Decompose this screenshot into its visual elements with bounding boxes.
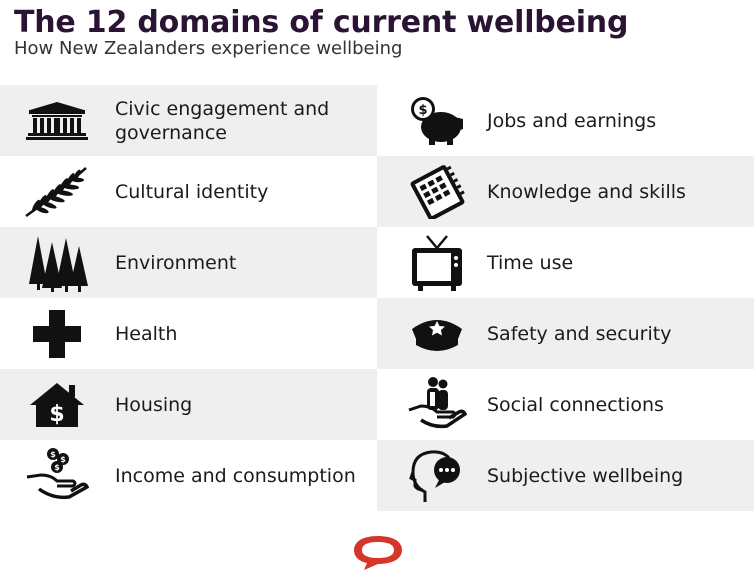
coins-in-hand-icon: $ $ $ xyxy=(22,446,92,506)
domain-row: Civic engagement and governance $ Jobs a… xyxy=(0,85,754,156)
page-title: The 12 domains of current wellbeing xyxy=(14,5,629,40)
police-cap-icon xyxy=(402,304,472,364)
government-building-icon xyxy=(22,91,92,151)
domain-housing: $ Housing xyxy=(0,369,377,440)
domain-label: Housing xyxy=(115,393,193,416)
header: The 12 domains of current wellbeing How … xyxy=(14,4,744,60)
brand-logo xyxy=(350,532,406,572)
domain-social-connections: Social connections xyxy=(377,369,754,440)
domain-label: Time use xyxy=(487,251,574,274)
notebook-icon xyxy=(402,162,472,222)
domain-label: Safety and security xyxy=(487,322,672,345)
domains-grid: Civic engagement and governance $ Jobs a… xyxy=(0,85,754,511)
domain-row: Cultural identity xyxy=(0,156,754,227)
svg-text:$: $ xyxy=(60,455,66,464)
svg-text:$: $ xyxy=(54,463,60,472)
television-icon xyxy=(402,233,472,293)
domain-label: Subjective wellbeing xyxy=(487,464,684,487)
domain-row: $ Housing Social connections xyxy=(0,369,754,440)
people-in-hand-icon xyxy=(402,375,472,435)
page-subtitle: How New Zealanders experience wellbeing xyxy=(14,38,403,59)
house-dollar-icon: $ xyxy=(22,375,92,435)
domain-civic-engagement: Civic engagement and governance xyxy=(0,85,377,156)
domain-label: Income and consumption xyxy=(115,464,356,487)
domain-environment: Environment xyxy=(0,227,377,298)
svg-text:$: $ xyxy=(49,402,64,427)
domain-label: Social connections xyxy=(487,393,664,416)
domain-income-consumption: $ $ $ Income and consumption xyxy=(0,440,377,511)
domain-row: Health Safety and security xyxy=(0,298,754,369)
domain-cultural-identity: Cultural identity xyxy=(0,156,377,227)
piggy-bank-icon: $ xyxy=(402,91,472,151)
svg-text:$: $ xyxy=(50,450,56,459)
svg-text:$: $ xyxy=(418,103,427,118)
silver-fern-icon xyxy=(22,162,92,222)
head-speech-icon xyxy=(402,446,472,506)
domain-label: Civic engagement and governance xyxy=(115,97,330,144)
forest-icon xyxy=(22,233,92,293)
domain-time-use: Time use xyxy=(377,227,754,298)
domain-label: Jobs and earnings xyxy=(487,109,657,132)
domain-health: Health xyxy=(0,298,377,369)
domain-jobs-earnings: $ Jobs and earnings xyxy=(377,85,754,156)
domain-label: Knowledge and skills xyxy=(487,180,686,203)
domain-knowledge-skills: Knowledge and skills xyxy=(377,156,754,227)
domain-safety-security: Safety and security xyxy=(377,298,754,369)
domain-subjective-wellbeing: Subjective wellbeing xyxy=(377,440,754,511)
domain-label: Health xyxy=(115,322,178,345)
domain-row: Environment Time use xyxy=(0,227,754,298)
domain-label: Environment xyxy=(115,251,237,274)
domain-label: Cultural identity xyxy=(115,180,269,203)
domain-row: $ $ $ Income and consumption xyxy=(0,440,754,511)
health-cross-icon xyxy=(22,304,92,364)
